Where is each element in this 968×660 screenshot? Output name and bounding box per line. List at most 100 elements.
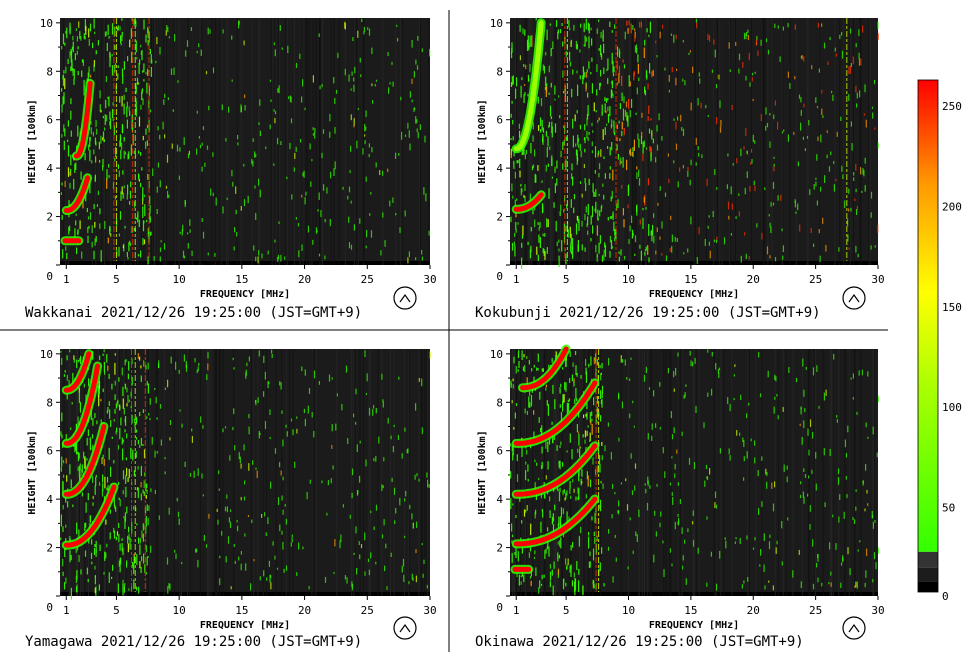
x-tick-label: 20 (747, 273, 760, 286)
echo-trace (63, 424, 107, 497)
y-tick-label: 4 (46, 162, 53, 175)
x-tick-label: 10 (622, 273, 635, 286)
x-tick-label: 5 (563, 273, 570, 286)
echo-trace (63, 351, 92, 393)
x-tick-label: 5 (563, 604, 570, 617)
colorbar-tick-label: 50 (942, 502, 955, 515)
x-tick-label: 5 (113, 273, 120, 286)
colorbar: 0 50 100 150 200 250 (917, 79, 962, 603)
echo-trace (513, 496, 598, 547)
x-tick-label: 15 (235, 273, 248, 286)
x-tick-label: 30 (423, 604, 436, 617)
x-tick-label: 1 (63, 604, 70, 617)
x-tick-label: 25 (361, 604, 374, 617)
colorbar-step (918, 581, 938, 592)
y-tick-label: 2 (496, 211, 503, 224)
colorbar-gradient (918, 80, 938, 552)
x-tick-label: 20 (747, 604, 760, 617)
y-tick-label: 0 (496, 601, 503, 614)
y-tick-label: 8 (496, 396, 503, 409)
echo-trace (513, 192, 544, 212)
x-tick-label: 25 (361, 273, 374, 286)
y-tick-label: 10 (490, 348, 503, 361)
plot-background (60, 349, 430, 596)
x-tick-label: 15 (235, 604, 248, 617)
x-tick-label: 30 (423, 273, 436, 286)
station-caption: Wakkanai 2021/12/26 19:25:00 (JST=GMT+9) (25, 305, 362, 321)
y-tick-label: 6 (46, 445, 53, 458)
x-tick-label: 10 (173, 273, 186, 286)
y-axis-label: HEIGHT [100km] (27, 430, 38, 514)
echo-trace (520, 346, 569, 391)
colorbar-tick-label: 250 (942, 100, 962, 113)
y-tick-label: 8 (46, 65, 53, 78)
y-tick-label: 2 (46, 211, 53, 224)
station-caption: Yamagawa 2021/12/26 19:25:00 (JST=GMT+9) (25, 634, 362, 650)
y-tick-label: 2 (46, 542, 53, 555)
echo-noise (510, 349, 880, 596)
background-streaks (63, 18, 430, 265)
station-caption: Okinawa 2021/12/26 19:25:00 (JST=GMT+9) (475, 634, 804, 650)
x-tick-label: 20 (298, 604, 311, 617)
y-tick-label: 8 (496, 65, 503, 78)
x-tick-label: 1 (63, 273, 70, 286)
x-tick-label: 20 (298, 273, 311, 286)
y-tick-label: 6 (496, 114, 503, 127)
y-axis-label: HEIGHT [100km] (27, 99, 38, 183)
echo-trace (513, 443, 598, 497)
x-tick-label: 25 (809, 273, 822, 286)
y-tick-label: 2 (496, 542, 503, 555)
x-axis-label: FREQUENCY [MHz] (200, 289, 290, 300)
ionosonde-logo-icon (393, 286, 417, 310)
y-tick-label: 10 (40, 348, 53, 361)
x-tick-label: 1 (513, 273, 520, 286)
echo-trace (63, 484, 117, 548)
y-tick-label: 10 (490, 17, 503, 30)
ionosonde-logo-icon (393, 616, 417, 640)
y-tick-label: 0 (46, 601, 53, 614)
colorbar-step (918, 551, 938, 568)
colorbar-step (918, 567, 938, 582)
colorbar-tick-label: 100 (942, 401, 962, 414)
y-tick-label: 0 (496, 270, 503, 283)
y-tick-label: 8 (46, 396, 53, 409)
plot-baseline (60, 592, 430, 596)
ionosonde-logo-icon (842, 616, 866, 640)
x-tick-label: 15 (684, 273, 697, 286)
x-axis-label: FREQUENCY [MHz] (649, 620, 739, 631)
station-caption: Kokubunji 2021/12/26 19:25:00 (JST=GMT+9… (475, 305, 821, 321)
echo-trace (513, 380, 598, 446)
echo-trace (73, 80, 93, 159)
x-tick-label: 10 (173, 604, 186, 617)
y-tick-label: 4 (46, 493, 53, 506)
colorbar-tick-label: 0 (942, 590, 949, 603)
echo-trace (63, 363, 101, 446)
y-tick-label: 6 (46, 114, 53, 127)
colorbar-frame (917, 79, 939, 593)
y-tick-label: 4 (496, 162, 503, 175)
plot-background (60, 18, 430, 265)
ionosonde-logo-icon (842, 286, 866, 310)
y-tick-label: 10 (40, 17, 53, 30)
y-tick-label: 0 (46, 270, 53, 283)
colorbar-tick-label: 200 (942, 200, 962, 213)
x-tick-label: 30 (871, 604, 884, 617)
x-tick-label: 25 (809, 604, 822, 617)
x-tick-label: 5 (113, 604, 120, 617)
echo-trace (63, 175, 91, 213)
y-tick-label: 4 (496, 493, 503, 506)
x-tick-label: 15 (684, 604, 697, 617)
colorbar-tick-label: 150 (942, 301, 962, 314)
y-tick-label: 6 (496, 445, 503, 458)
echo-trace (513, 20, 544, 152)
y-axis-label: HEIGHT [100km] (477, 99, 488, 183)
x-axis-label: FREQUENCY [MHz] (649, 289, 739, 300)
x-tick-label: 1 (513, 604, 520, 617)
x-axis-label: FREQUENCY [MHz] (200, 620, 290, 631)
x-tick-label: 30 (871, 273, 884, 286)
